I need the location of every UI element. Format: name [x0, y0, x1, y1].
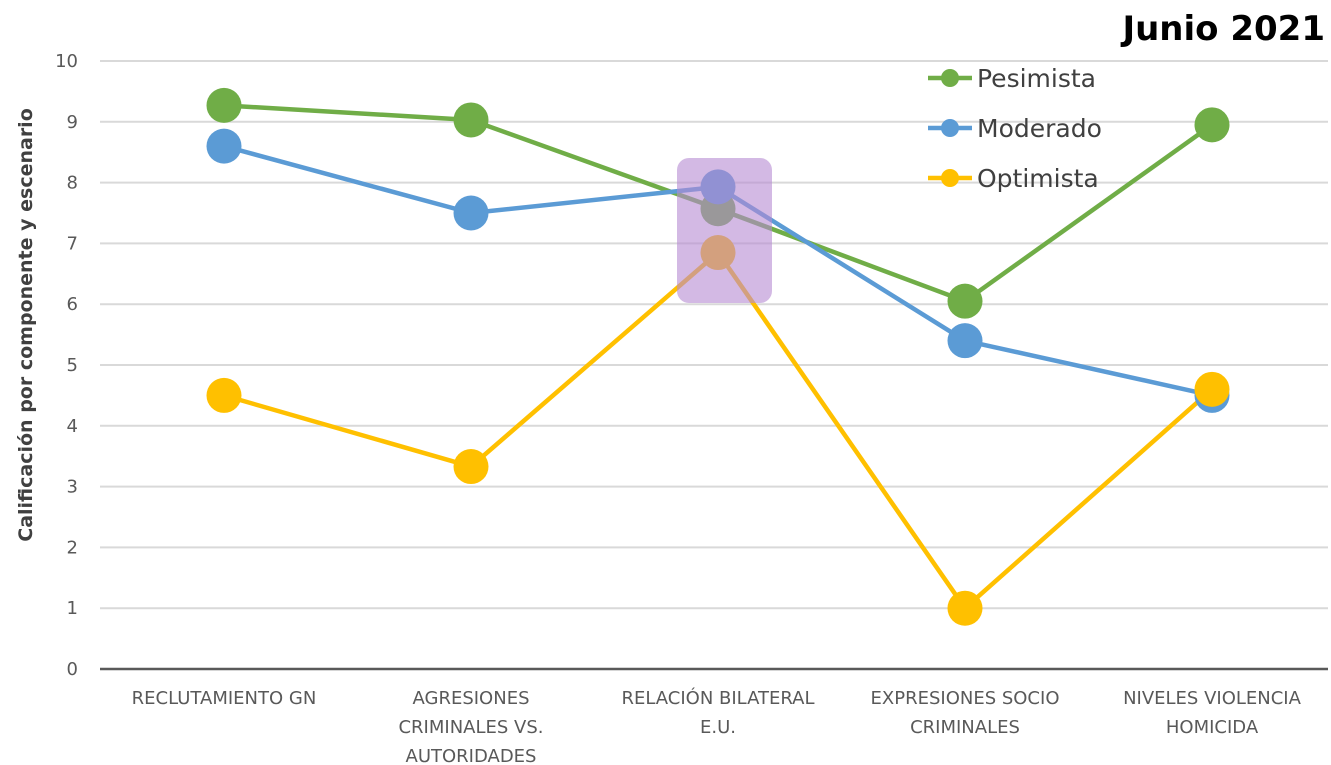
data-point-moderado	[947, 323, 983, 359]
data-point-pesimista	[1194, 107, 1230, 143]
data-point-optimista	[947, 590, 983, 626]
gridlines	[100, 60, 1328, 610]
legend-item-moderado: Moderado	[928, 114, 1102, 143]
data-point-moderado	[453, 195, 489, 231]
y-axis-title: Calificación por componente y escenario	[15, 108, 37, 541]
x-category-label-line: AGRESIONES	[413, 688, 530, 709]
x-category-label-line: NIVELES VIOLENCIA	[1123, 688, 1302, 709]
data-point-pesimista	[453, 102, 489, 138]
y-tick-label: 1	[67, 598, 78, 619]
y-tick-label: 3	[67, 477, 78, 498]
y-tick-label: 5	[67, 355, 78, 376]
x-category-label-line: CRIMINALES	[910, 717, 1020, 738]
x-category-label-line: AUTORIDADES	[406, 746, 537, 765]
data-point-moderado	[206, 128, 242, 164]
legend-item-optimista: Optimista	[928, 164, 1099, 193]
data-point-optimista	[453, 449, 489, 485]
legend-swatch-marker	[941, 169, 959, 187]
legend-swatch-marker	[941, 69, 959, 87]
series-line-optimista	[223, 250, 1214, 611]
x-category-label: AGRESIONES CRIMINALES VS. AUTORIDADES	[398, 688, 543, 765]
legend-item-pesimista: Pesimista	[928, 64, 1096, 93]
y-tick-label: 7	[67, 233, 78, 254]
x-category-label: NIVELES VIOLENCIA HOMICIDA	[1123, 688, 1302, 738]
x-category-label: EXPRESIONES SOCIO CRIMINALES	[871, 688, 1060, 738]
data-point-pesimista	[206, 87, 242, 123]
x-category-label: RELACIÓN BILATERAL E.U.	[621, 687, 814, 738]
x-category-label: RECLUTAMIENTO GN	[132, 688, 317, 709]
y-tick-label: 10	[55, 51, 78, 72]
page-title: Junio 2021	[1120, 9, 1325, 49]
y-tick-label: 6	[67, 294, 78, 315]
y-tick-label: 2	[67, 537, 78, 558]
x-category-label-line: EXPRESIONES SOCIO	[871, 688, 1060, 709]
y-tick-label: 9	[67, 112, 78, 133]
legend-label: Pesimista	[977, 64, 1096, 93]
y-tick-label: 4	[67, 416, 78, 437]
legend-label: Moderado	[977, 114, 1102, 143]
legend: Pesimista Moderado Optimista	[928, 64, 1102, 193]
data-point-optimista	[206, 377, 242, 413]
y-tick-label: 8	[67, 173, 78, 194]
data-point-optimista	[1194, 371, 1230, 407]
x-category-label-line: RECLUTAMIENTO GN	[132, 688, 317, 709]
y-tick-label: 0	[67, 659, 78, 680]
x-category-label-line: HOMICIDA	[1166, 717, 1259, 738]
axes: 0 1 2 3 4 5 6 7 8 9 10 RECLUTAMIENTO GN AGRESIONES CR…	[55, 51, 1328, 765]
legend-label: Optimista	[977, 164, 1099, 193]
data-point-pesimista	[947, 283, 983, 319]
x-category-label-line: E.U.	[700, 717, 736, 738]
x-category-label-line: CRIMINALES VS.	[398, 717, 543, 738]
highlight-box	[677, 158, 772, 303]
x-category-label-line: RELACIÓN BILATERAL	[621, 687, 814, 709]
legend-swatch-marker	[941, 119, 959, 137]
